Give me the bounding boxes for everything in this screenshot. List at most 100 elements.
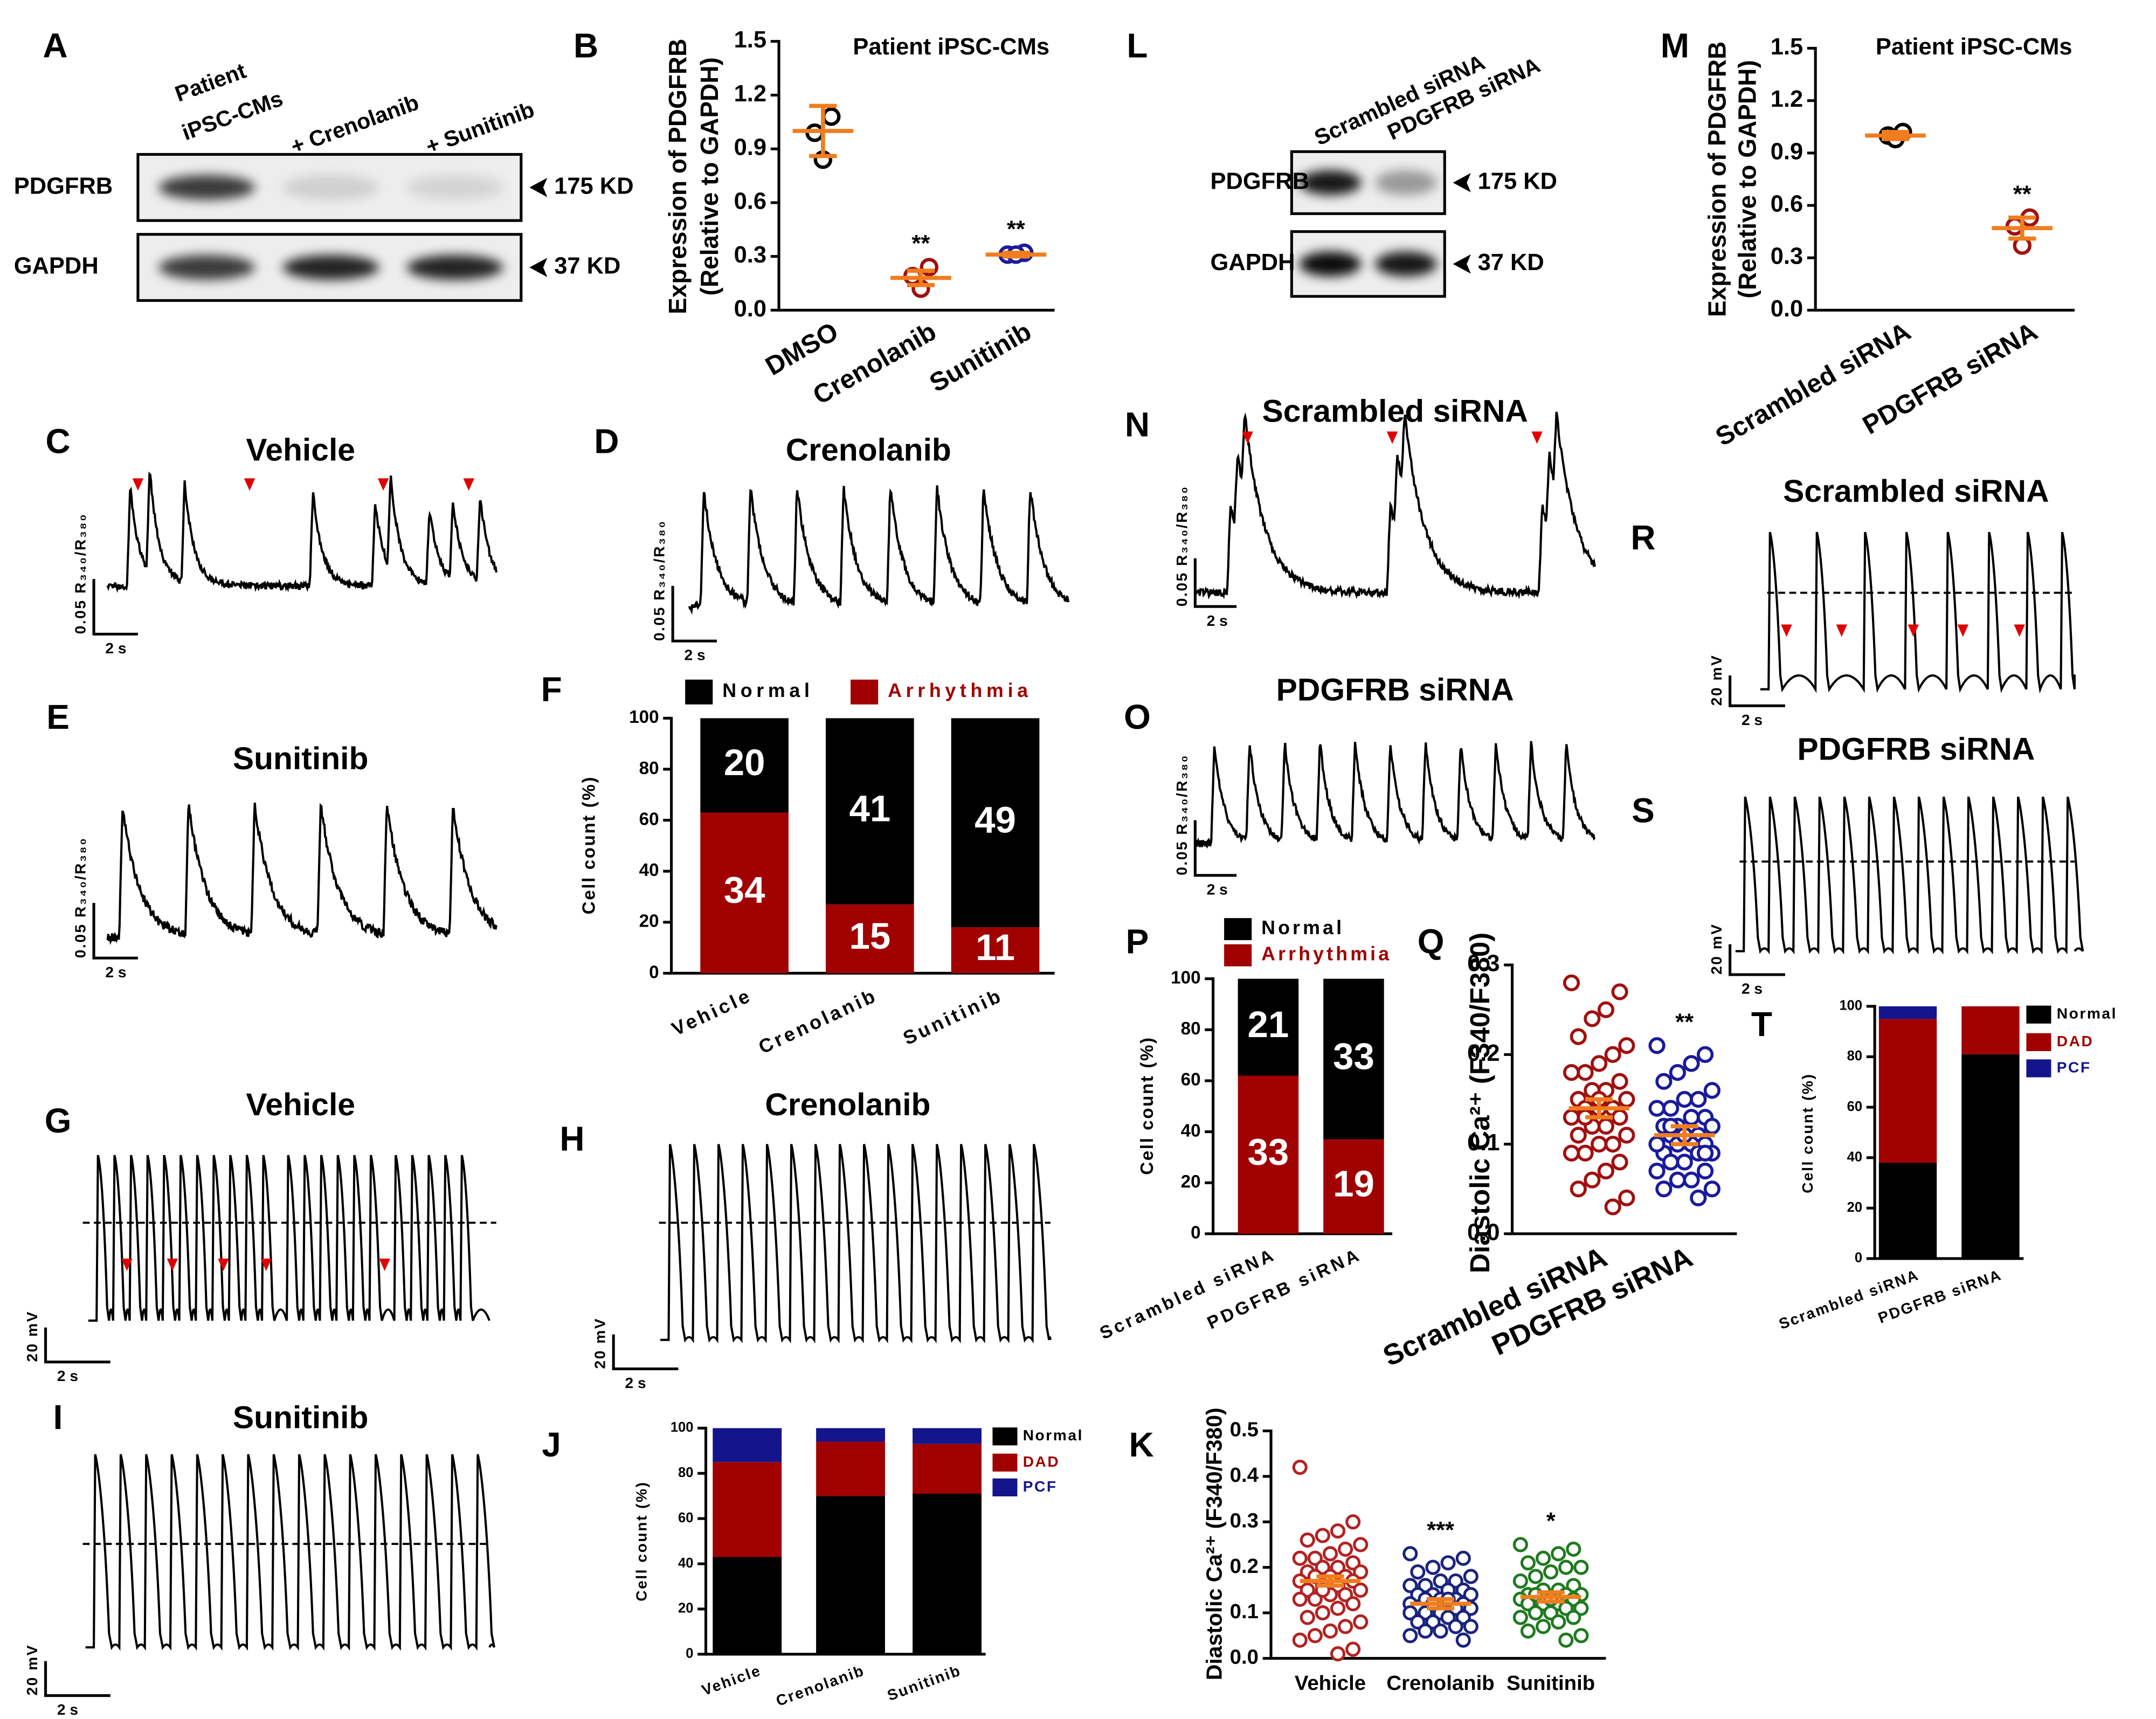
data-point (1597, 1162, 1615, 1180)
data-point (1440, 1555, 1456, 1571)
scale-x-label: 2 s (105, 964, 126, 981)
y-tick-label: 100 (629, 707, 659, 727)
scale-bar (92, 579, 138, 636)
data-point (1353, 1582, 1369, 1598)
data-point (1683, 1109, 1700, 1126)
data-point (1543, 1564, 1559, 1580)
data-point (1463, 1619, 1478, 1634)
y-tick-label: 0 (1191, 1223, 1200, 1243)
data-point (1611, 1109, 1628, 1126)
legend-label: Normal (1023, 1427, 1083, 1444)
chart-title: Patient iPSC-CMs (853, 34, 1049, 60)
calcium-trace (1194, 741, 1596, 849)
event-marker (132, 478, 144, 491)
calcium-trace (1194, 411, 1597, 600)
legend-label: Arrhythmia (888, 680, 1032, 701)
data-point (1433, 1623, 1448, 1639)
y-tick-label: 0.2 (1230, 1555, 1259, 1578)
legend-swatch (851, 679, 879, 705)
y-tick-label: 40 (678, 1556, 693, 1571)
scale-bar (671, 585, 717, 643)
data-point (1558, 1632, 1574, 1648)
blot-arrow (529, 258, 548, 278)
y-tick-label: 60 (639, 809, 659, 829)
data-point (1669, 1171, 1687, 1189)
data-point (1463, 1569, 1478, 1584)
scale-bar (44, 1327, 110, 1364)
data-point (1703, 1082, 1720, 1099)
panel-label: A (43, 26, 67, 65)
significance-label: ** (912, 231, 930, 257)
bar-segment (1238, 978, 1299, 1076)
y-tick-label: 20 (678, 1601, 693, 1616)
data-point (1703, 1117, 1720, 1135)
data-point (1330, 1646, 1346, 1662)
legend-label: Arrhythmia (1261, 943, 1392, 965)
legend-swatch (685, 679, 713, 705)
scale-y-label: 0.05 R₃₄₀/R₃₈₀ (1173, 485, 1190, 606)
event-marker (2014, 624, 2025, 637)
panel-label: K (1129, 1425, 1154, 1464)
bar-count-label: 49 (975, 799, 1016, 841)
y-tick-label: 0.0 (1467, 1219, 1499, 1245)
data-point (1696, 1046, 1714, 1063)
event-marker (1908, 624, 1919, 637)
scale-x-label: 2 s (1207, 612, 1228, 629)
data-point (1696, 1144, 1714, 1162)
data-point (1528, 1569, 1544, 1584)
legend-label: DAD (2057, 1033, 2094, 1050)
y-tick-label: 0.9 (1771, 139, 1803, 164)
data-point (1566, 1541, 1581, 1557)
data-point (1448, 1619, 1463, 1634)
data-point (1676, 1154, 1693, 1171)
bar-segment (951, 927, 1040, 974)
legend-swatch (992, 1453, 1018, 1472)
bar-segment (1878, 1163, 1937, 1259)
data-point (1322, 1623, 1338, 1639)
data-point (1662, 1154, 1680, 1171)
blot-size-label: 37 KD (1478, 250, 1544, 275)
panel-label: Q (1418, 922, 1445, 961)
scale-y-label: 0.05 R₃₄₀/R₃₈₀ (72, 837, 88, 958)
data-point (1520, 1623, 1536, 1639)
legend-label: PCF (2057, 1059, 2091, 1075)
data-point (1315, 1528, 1330, 1543)
data-point (1669, 1064, 1687, 1081)
data-point (1662, 1100, 1680, 1117)
y-tick-label: 100 (1839, 998, 1862, 1013)
data-point (1330, 1523, 1346, 1539)
data-point (1353, 1614, 1369, 1630)
event-marker (121, 1258, 133, 1271)
scale-x-label: 2 s (1742, 981, 1763, 997)
y-axis-label: Cell count (%) (633, 1481, 649, 1601)
data-point (1512, 1537, 1528, 1552)
y-tick-label: 0.3 (734, 242, 766, 268)
panel-label: D (594, 422, 619, 460)
blot-row-label: PDGFRB (1211, 168, 1310, 194)
data-point (1528, 1605, 1544, 1621)
blot-band (1375, 251, 1438, 277)
trace-title: PDGFRB siRNA (1276, 672, 1514, 707)
data-point (1611, 983, 1628, 1000)
y-tick-label: 80 (1847, 1048, 1862, 1064)
scale-bar (92, 903, 138, 959)
event-marker (167, 1258, 178, 1271)
data-point (1618, 1037, 1635, 1054)
panel-label: J (542, 1425, 561, 1464)
x-tick-label: Sunitinib (1507, 1672, 1595, 1695)
data-point (1410, 1564, 1426, 1580)
data-point (1573, 1628, 1589, 1644)
data-point (1584, 1171, 1601, 1189)
y-tick-label: 0.5 (1230, 1418, 1259, 1441)
scale-bar (1729, 944, 1785, 976)
blot-size-label: 175 KD (1478, 168, 1557, 194)
event-marker (463, 478, 474, 491)
data-point (1330, 1600, 1346, 1616)
bar-segment (1961, 1054, 2020, 1259)
bar-count-label: 21 (1248, 1003, 1289, 1045)
data-point (1655, 1180, 1673, 1198)
scale-y-label: 20 mV (1708, 923, 1725, 975)
y-axis-label: (Relative to GAPDH) (695, 57, 723, 295)
scale-x-label: 2 s (105, 640, 126, 657)
scale-bar (612, 1334, 679, 1370)
